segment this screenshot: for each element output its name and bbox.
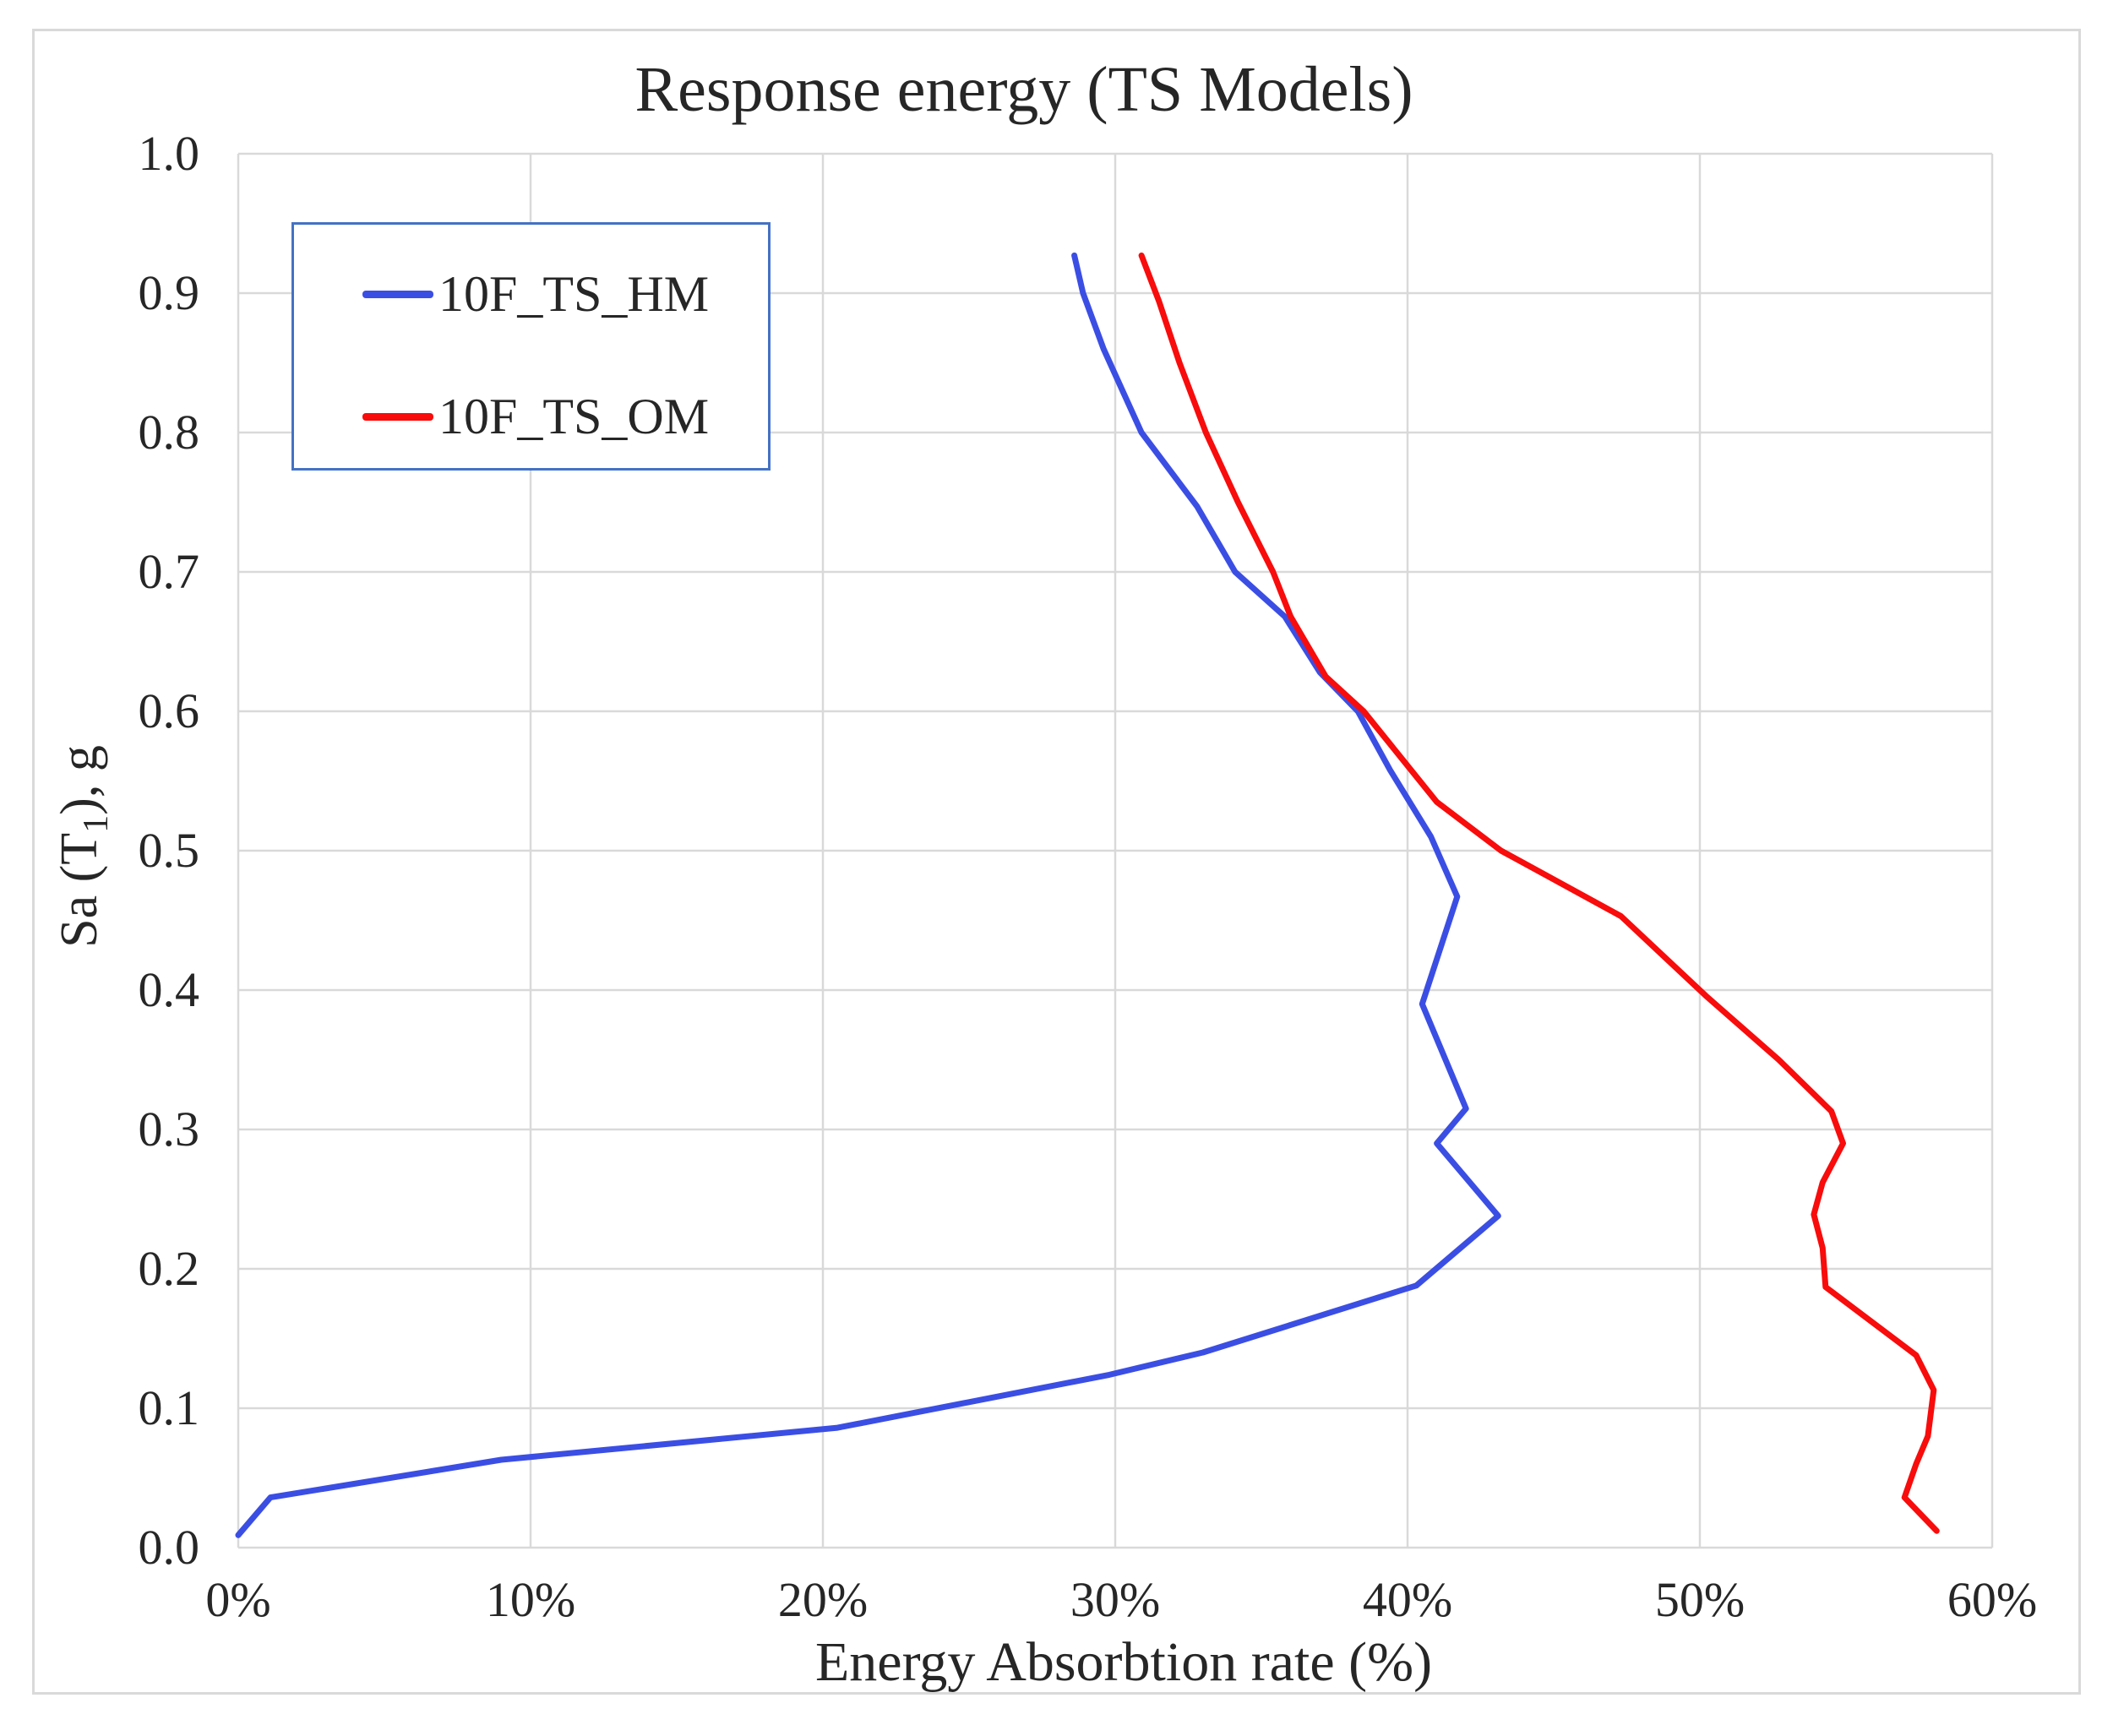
legend-label-om: 10F_TS_OM [438,389,710,444]
y-tick-label: 0.2 [138,1241,200,1296]
y-tick-label: 0.4 [138,962,200,1017]
legend-line-sample-hm [362,290,433,298]
y-tick-label: 0.7 [138,544,200,599]
x-axis-title: Energy Absorbtion rate (%) [814,1631,1433,1693]
legend-label-hm: 10F_TS_HM [438,266,710,322]
legend-box: 10F_TS_HM 10F_TS_OM [291,222,771,471]
legend-line-sample-om [362,412,433,421]
legend-entry-hm: 10F_TS_HM [294,264,768,324]
y-tick-label: 0.6 [138,683,200,738]
y-tick-label: 0.0 [138,1520,200,1575]
x-tick-label: 30% [1070,1572,1161,1627]
x-tick-label: 50% [1654,1572,1745,1627]
x-tick-label: 20% [777,1572,869,1627]
series-line-10F_TS_OM [1138,252,1940,1534]
y-axis-title-prefix: Sa (T [50,832,108,948]
y-tick-label: 0.3 [138,1102,200,1156]
legend-entry-om: 10F_TS_OM [294,387,768,446]
y-axis-title: Sa (T1), g [50,745,126,948]
series-line-10F_TS_HM [235,252,1501,1538]
x-tick-label: 10% [485,1572,576,1627]
x-tick-label: 60% [1947,1572,2038,1627]
y-tick-label: 0.8 [138,405,200,460]
y-tick-label: 0.1 [138,1380,200,1435]
chart-title: Response energy (TS Models) [634,54,1413,125]
y-axis-title-suffix: ), g [50,745,108,815]
x-tick-label: 0% [205,1572,271,1627]
y-tick-label: 0.5 [138,823,200,878]
y-tick-label: 0.9 [138,265,200,320]
y-axis-title-subscript: 1 [77,814,117,833]
x-tick-label: 40% [1362,1572,1453,1627]
y-tick-label: 1.0 [138,126,200,181]
